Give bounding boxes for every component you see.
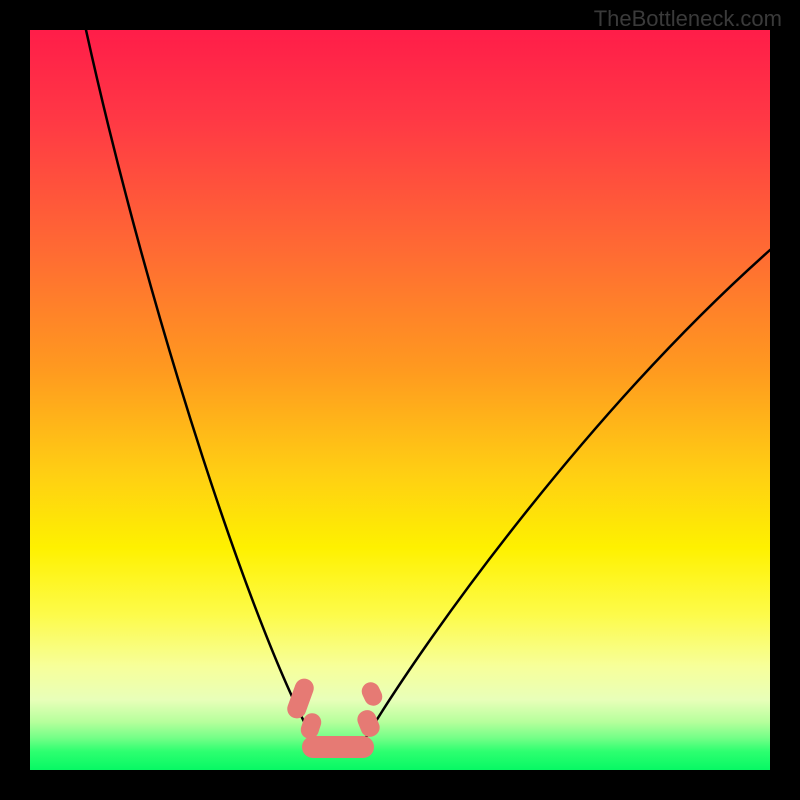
curve-layer bbox=[30, 30, 770, 770]
curve-marker bbox=[302, 736, 374, 758]
watermark-text: TheBottleneck.com bbox=[594, 6, 782, 32]
plot-area bbox=[30, 30, 770, 770]
bottleneck-curve bbox=[86, 30, 770, 744]
